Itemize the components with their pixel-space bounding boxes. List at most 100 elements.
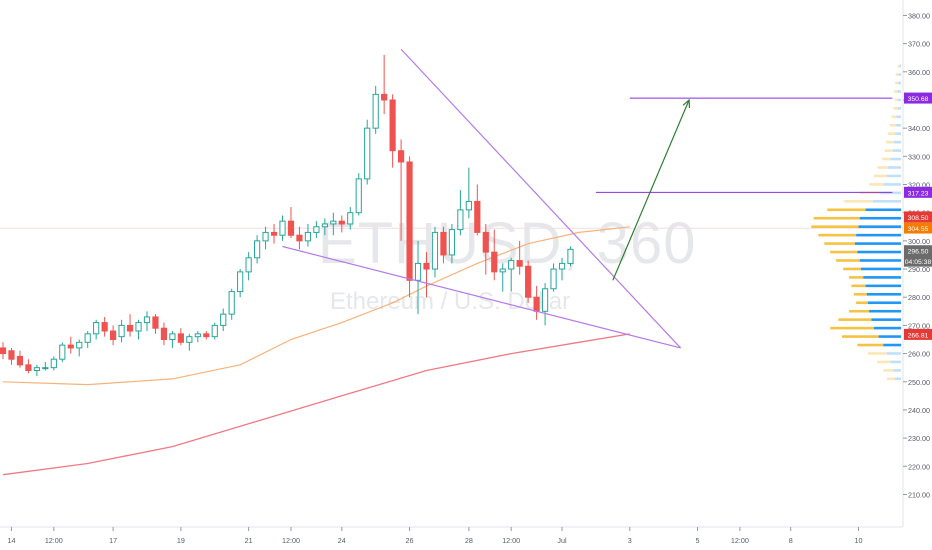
time-tick-label: 10: [854, 536, 862, 545]
candle: [50, 356, 57, 371]
candle-body: [423, 262, 430, 270]
volume-profile-up-bar: [886, 174, 901, 178]
candle: [406, 156, 413, 298]
candle: [220, 308, 227, 332]
candle: [321, 218, 328, 236]
price-label-background: [904, 255, 932, 267]
candle-body: [567, 248, 574, 264]
candle-body: [448, 229, 456, 256]
time-tick-label: 19: [177, 536, 185, 545]
volume-profile-up-bar: [879, 191, 901, 195]
candle: [194, 331, 201, 343]
volume-profile-down-bar: [895, 73, 899, 76]
candle: [381, 54, 388, 115]
price-label-background: [904, 222, 932, 234]
volume-profile-up-bar: [867, 301, 901, 305]
volume-profile-down-bar: [895, 81, 899, 85]
volume-profile-up-bar: [893, 369, 901, 372]
candle: [465, 167, 472, 219]
candle-body: [8, 350, 15, 360]
volume-profile-down-bar: [836, 259, 860, 262]
candle-body: [491, 251, 498, 273]
candle-body: [152, 316, 159, 329]
candle-body: [558, 262, 566, 270]
volume-profile: [811, 64, 901, 381]
volume-profile-up-bar: [873, 326, 901, 330]
candle-body: [220, 313, 227, 326]
candle: [254, 235, 261, 264]
volume-profile-down-bar: [843, 267, 861, 271]
candle-body: [355, 178, 362, 214]
candle-body: [279, 220, 286, 236]
candle-body: [67, 344, 74, 349]
candle: [474, 184, 481, 236]
price-label-background: [904, 328, 932, 340]
candle: [389, 94, 396, 168]
volume-profile-up-bar: [859, 259, 901, 262]
price-label: 317.23: [904, 186, 932, 198]
candle: [397, 139, 405, 241]
candle-body: [482, 231, 489, 253]
price-label: 350.68: [904, 92, 932, 104]
candle: [482, 223, 489, 275]
price-tick-label: 320.00: [908, 181, 930, 190]
volume-profile-down-bar: [830, 250, 858, 254]
time-tick-label: 17: [109, 536, 117, 545]
candle-body: [414, 262, 422, 281]
candle: [423, 252, 430, 298]
time-tick-label: Jul: [557, 536, 567, 545]
candle: [338, 215, 345, 233]
candle-body: [525, 265, 532, 298]
price-tick-label: 270.00: [908, 321, 930, 330]
candle-body: [347, 212, 354, 225]
volume-profile-up-bar: [860, 267, 901, 271]
price-label-background: [904, 92, 932, 104]
candle: [169, 331, 176, 348]
candle-body: [321, 223, 328, 228]
volume-profile-down-bar: [893, 107, 898, 110]
volume-profile-down-bar: [818, 233, 857, 237]
candle: [533, 285, 540, 320]
candles: [0, 54, 574, 377]
time-axis: 14 12:00 17 19 21 12:00 24 26 28 12:00 Jul 3 5 12:00 8…: [0, 526, 903, 545]
candle: [93, 319, 100, 340]
price-label-background: [904, 211, 932, 223]
candle: [152, 314, 159, 334]
candle-body: [304, 231, 312, 242]
volume-profile-up-bar: [857, 250, 901, 254]
candle-body: [177, 333, 184, 343]
volume-profile-up-bar: [888, 166, 901, 169]
candle: [76, 339, 83, 357]
price-labels: 350.68 317.23 308.50 304.55 296.50 04:05:38 26…: [904, 92, 932, 340]
time-tick-label: 3: [628, 536, 632, 545]
volume-profile-up-bar: [893, 140, 901, 144]
projection-arrow-line: [612, 99, 690, 281]
volume-profile-up-bar: [896, 115, 901, 119]
moving-average-slow-line: [2, 333, 630, 476]
candle-body: [16, 355, 24, 366]
volume-profile-down-bar: [886, 377, 896, 381]
candle-body: [474, 200, 481, 233]
candle-body: [203, 333, 210, 338]
time-tick-label: 26: [406, 536, 414, 545]
candle: [8, 347, 15, 365]
volume-profile-up-bar: [871, 318, 901, 321]
volume-profile-down-bar: [889, 123, 896, 127]
candle-body: [237, 271, 244, 293]
candle-body: [50, 358, 57, 369]
volume-profile-down-bar: [827, 208, 866, 212]
candle-body: [296, 234, 303, 242]
candle-body: [287, 220, 295, 236]
volume-profile-down-bar: [849, 309, 870, 313]
candle: [499, 263, 506, 292]
time-tick-label: 8: [789, 536, 793, 545]
price-tick-label: 370.00: [908, 40, 930, 49]
candle: [25, 359, 32, 374]
candle: [287, 207, 295, 239]
volume-profile-up-bar: [898, 73, 901, 76]
volume-profile-up-bar: [895, 377, 901, 381]
volume-profile-up-bar: [883, 343, 901, 347]
candle-body: [550, 268, 557, 290]
